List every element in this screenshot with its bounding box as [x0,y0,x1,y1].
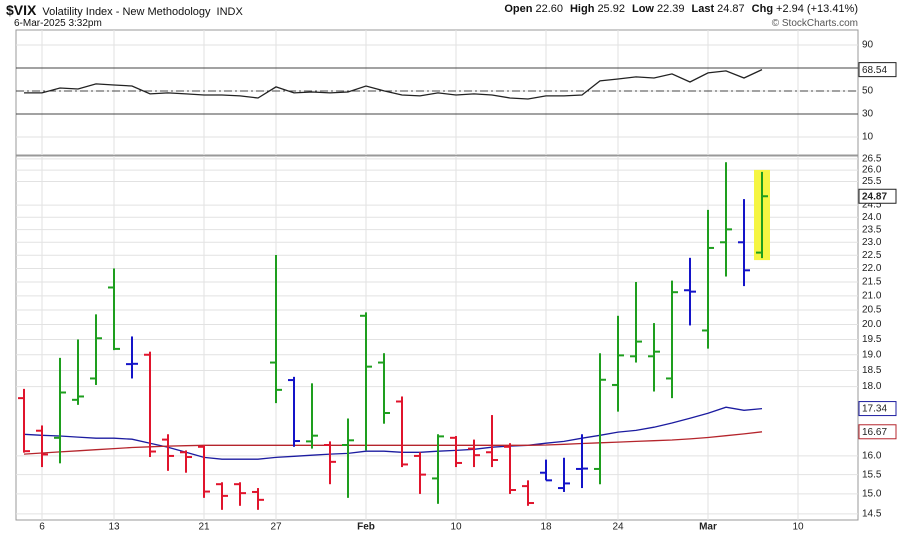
y-tick-label: 25.5 [862,176,882,187]
quote-label: Chg [751,3,774,15]
y-tick-label: 26.5 [862,154,882,165]
quote-value: 22.39 [656,3,685,15]
copyright: © StockCharts.com [771,18,858,29]
moving-average [23,431,763,455]
quote-label: Low [631,3,654,15]
y-tick-label: 23.0 [862,237,882,248]
quote-item: Open 22.60 [504,3,563,15]
rsi-line [24,69,763,100]
quote-value: +2.94 (+13.41%) [776,3,858,15]
x-tick-label: 27 [270,522,282,533]
quote-item: Low 22.39 [632,3,685,15]
quote-item: Last 24.87 [692,3,745,15]
last-value-label: 68.54 [862,65,887,76]
y-tick-label: 15.5 [862,469,882,480]
y-tick-label: 19.5 [862,334,882,345]
x-tick-label: 24 [612,522,624,533]
y-tick-label: 15.0 [862,489,882,500]
exchange: INDX [216,6,243,18]
y-tick-label: 14.5 [862,509,882,520]
y-tick-label: 50 [862,86,874,97]
y-tick-label: 22.5 [862,250,882,261]
x-tick-label: 21 [198,522,210,533]
index-name: Volatility Index - New Methodology [42,6,211,18]
last-value-label: 24.87 [862,191,887,202]
last-value-label: 17.34 [862,404,887,415]
quote-item: Chg +2.94 (+13.41%) [752,3,858,15]
last-value-box [858,62,897,78]
quote-label: High [569,3,595,15]
x-tick-label: 18 [540,522,552,533]
y-tick-label: 90 [862,40,874,51]
quote-label: Open [504,3,533,15]
moving-average [23,406,763,460]
symbol-line: $VIX Volatility Index - New Methodology IN… [6,2,249,18]
last-value-box [858,401,897,417]
symbol: $VIX [6,2,37,18]
quote-value: 25.92 [597,3,625,15]
y-tick-label: 23.5 [862,224,882,235]
y-tick-label: 21.0 [862,290,882,301]
x-tick-label: 10 [792,522,804,533]
y-tick-label: 21.5 [862,277,882,288]
y-tick-label: 30 [862,109,874,120]
quote: Open 22.60 High 25.92 Low 22.39 Last 24.87 Chg +2… [504,3,858,15]
y-tick-label: 26.0 [862,165,882,176]
y-tick-label: 18.5 [862,365,882,376]
last-value-box [858,188,897,204]
quote-item: High 25.92 [570,3,625,15]
y-tick-label: 19.0 [862,349,882,360]
quote-value: 24.87 [717,3,745,15]
x-tick-label: 10 [450,522,462,533]
date: 6-Mar-2025 3:32pm [14,18,102,29]
x-tick-label: 13 [108,522,120,533]
y-tick-label: 18.0 [862,381,882,392]
x-tick-label: Mar [699,522,717,533]
y-tick-label: 24.0 [862,212,882,223]
y-tick-label: 20.0 [862,319,882,330]
x-tick-label: 6 [39,522,45,533]
y-tick-label: 20.5 [862,305,882,316]
y-tick-label: 10 [862,132,874,143]
last-value-label: 16.67 [862,427,887,438]
x-tick-label: Feb [357,522,375,533]
y-tick-label: 24.5 [862,200,882,211]
quote-value: 22.60 [535,3,563,15]
y-tick-label: 16.0 [862,451,882,462]
last-value-box [858,424,897,440]
quote-label: Last [691,3,715,15]
y-tick-label: 22.0 [862,263,882,274]
